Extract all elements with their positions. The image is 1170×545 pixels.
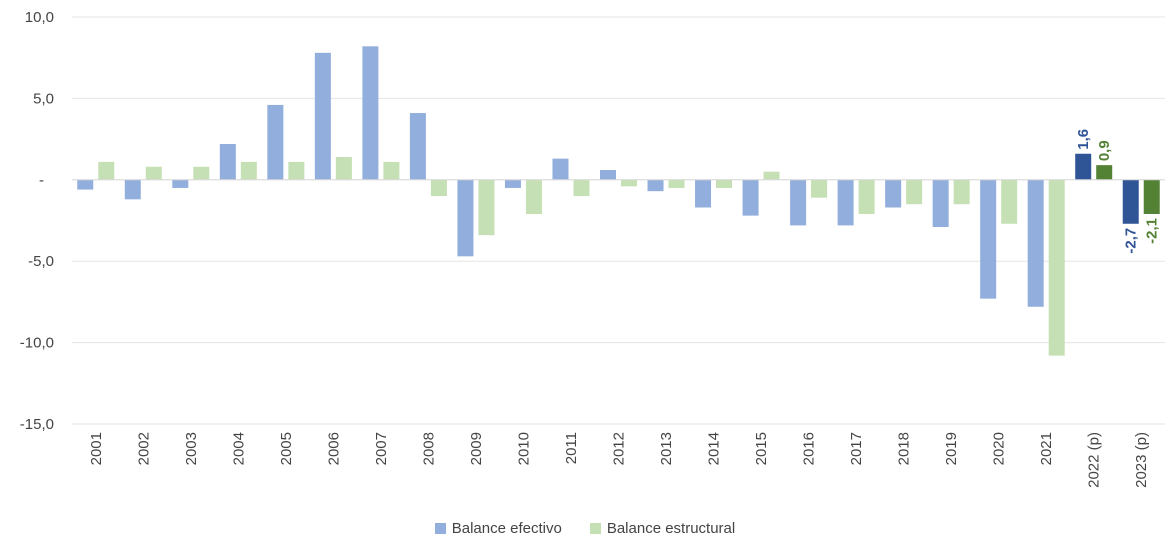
bar-balance-efectivo-2001 [77, 179, 94, 190]
bar-balance-efectivo-2007 [362, 46, 379, 180]
bar-balance-estructural-2023p [1143, 179, 1160, 214]
x-category-label: 2019 [943, 432, 960, 465]
bar-balance-efectivo-2020 [980, 179, 997, 299]
x-category-label: 2004 [230, 432, 247, 465]
data-label: -2,1 [1144, 218, 1161, 244]
x-category-label: 2010 [515, 432, 532, 465]
x-category-label: 2008 [420, 432, 437, 465]
y-tick-label: -15,0 [20, 416, 54, 433]
x-category-label: 2021 [1038, 432, 1055, 465]
bar-chart: 10,0 5,0 - -5,0 -10,0 -15,0 2001 2002 2003 2004 20… [20, 9, 1165, 488]
bar-balance-estructural-2004 [240, 161, 257, 180]
legend-item-balance-efectivo[interactable]: Balance efectivo [434, 520, 562, 537]
bar-balance-estructural-2021 [1048, 179, 1065, 356]
x-category-label: 2020 [991, 432, 1008, 465]
y-tick-label: 5,0 [33, 90, 54, 107]
bar-balance-estructural-2006 [335, 157, 352, 180]
bar-balance-estructural-2007 [383, 161, 400, 180]
bar-balance-estructural-2020 [1001, 179, 1018, 224]
x-category-label: 2023 (p) [1133, 432, 1150, 488]
bar-balance-estructural-2017 [858, 179, 875, 214]
legend-swatch-balance-efectivo [434, 523, 446, 534]
bar-balance-estructural-2005 [288, 161, 305, 180]
x-category-label: 2009 [468, 432, 485, 465]
bar-balance-efectivo-2022p [1075, 153, 1092, 180]
bar-balance-efectivo-2015 [742, 179, 759, 216]
x-category-label: 2003 [183, 432, 200, 465]
x-category-label: 2002 [135, 432, 152, 465]
bar-balance-estructural-2022p [1096, 165, 1113, 180]
x-category-label: 2017 [848, 432, 865, 465]
bar-balance-efectivo-2021 [1027, 179, 1044, 307]
legend-swatch-balance-estructural [589, 523, 601, 534]
bar-balance-estructural-2012 [621, 179, 637, 187]
legend-item-balance-estructural[interactable]: Balance estructural [589, 520, 736, 537]
x-category-label: 2022 (p) [1086, 432, 1103, 488]
bar-balance-estructural-2002 [145, 166, 162, 180]
x-category-label: 2006 [325, 432, 342, 465]
bar-balance-estructural-2003 [193, 166, 210, 180]
x-category-label: 2001 [88, 432, 105, 465]
x-category-label: 2007 [373, 432, 390, 465]
x-category-label: 2012 [611, 432, 628, 465]
bar-balance-estructural-2014 [716, 179, 733, 188]
x-category-label: 2015 [753, 432, 770, 465]
bar-balance-estructural-2008 [430, 179, 447, 197]
bar-balance-efectivo-2017 [837, 179, 854, 226]
data-label: 1,6 [1075, 129, 1092, 150]
y-tick-label: -5,0 [28, 253, 54, 270]
chart-legend: Balance efectivo Balance estructural [0, 520, 1170, 537]
x-category-label: 2011 [563, 432, 580, 464]
bar-balance-efectivo-2002 [124, 179, 141, 200]
bar-balance-efectivo-2023p [1122, 179, 1139, 224]
bar-balance-estructural-2011 [573, 179, 590, 197]
bar-balance-efectivo-2018 [885, 179, 902, 208]
data-label: -2,7 [1123, 228, 1140, 254]
x-category-label: 2005 [278, 432, 295, 465]
x-category-label: 2016 [801, 432, 818, 465]
legend-label-balance-efectivo: Balance efectivo [451, 520, 562, 537]
bar-balance-estructural-2015 [763, 171, 780, 180]
bar-balance-efectivo-2003 [172, 179, 189, 188]
y-tick-label: -10,0 [20, 335, 54, 352]
bar-balance-efectivo-2011 [552, 158, 569, 180]
bar-balance-estructural-2019 [953, 179, 970, 205]
bar-balance-efectivo-2004 [219, 143, 236, 180]
x-category-label: 2014 [706, 432, 723, 465]
bar-balance-efectivo-2005 [267, 104, 284, 180]
bar-balance-estructural-2018 [906, 179, 923, 205]
bar-balance-efectivo-2019 [932, 179, 949, 228]
y-tick-label: 10,0 [25, 9, 54, 26]
bar-balance-estructural-2010 [525, 179, 542, 214]
bar-balance-efectivo-2009 [457, 179, 474, 257]
x-category-label: 2018 [896, 432, 913, 465]
bar-balance-efectivo-2008 [409, 113, 426, 180]
bar-balance-estructural-2009 [478, 179, 495, 236]
bar-balance-estructural-2001 [98, 161, 115, 180]
bar-balance-estructural-2013 [668, 179, 685, 188]
bar-balance-estructural-2016 [811, 179, 828, 198]
bar-balance-efectivo-2006 [314, 52, 331, 180]
bar-balance-efectivo-2014 [695, 179, 712, 208]
data-label: 0,9 [1096, 140, 1113, 161]
bar-balance-efectivo-2012 [600, 170, 616, 180]
bar-balance-efectivo-2010 [504, 179, 521, 188]
y-tick-label: - [39, 172, 44, 189]
bar-balance-efectivo-2013 [647, 179, 664, 192]
x-category-label: 2013 [658, 432, 675, 465]
legend-label-balance-estructural: Balance estructural [606, 520, 736, 537]
bar-balance-efectivo-2016 [790, 179, 807, 226]
